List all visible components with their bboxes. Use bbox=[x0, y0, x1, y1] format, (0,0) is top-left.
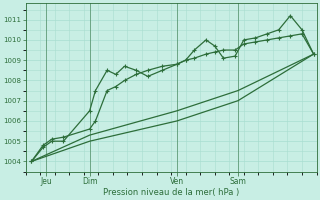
X-axis label: Pression niveau de la mer( hPa ): Pression niveau de la mer( hPa ) bbox=[103, 188, 239, 197]
